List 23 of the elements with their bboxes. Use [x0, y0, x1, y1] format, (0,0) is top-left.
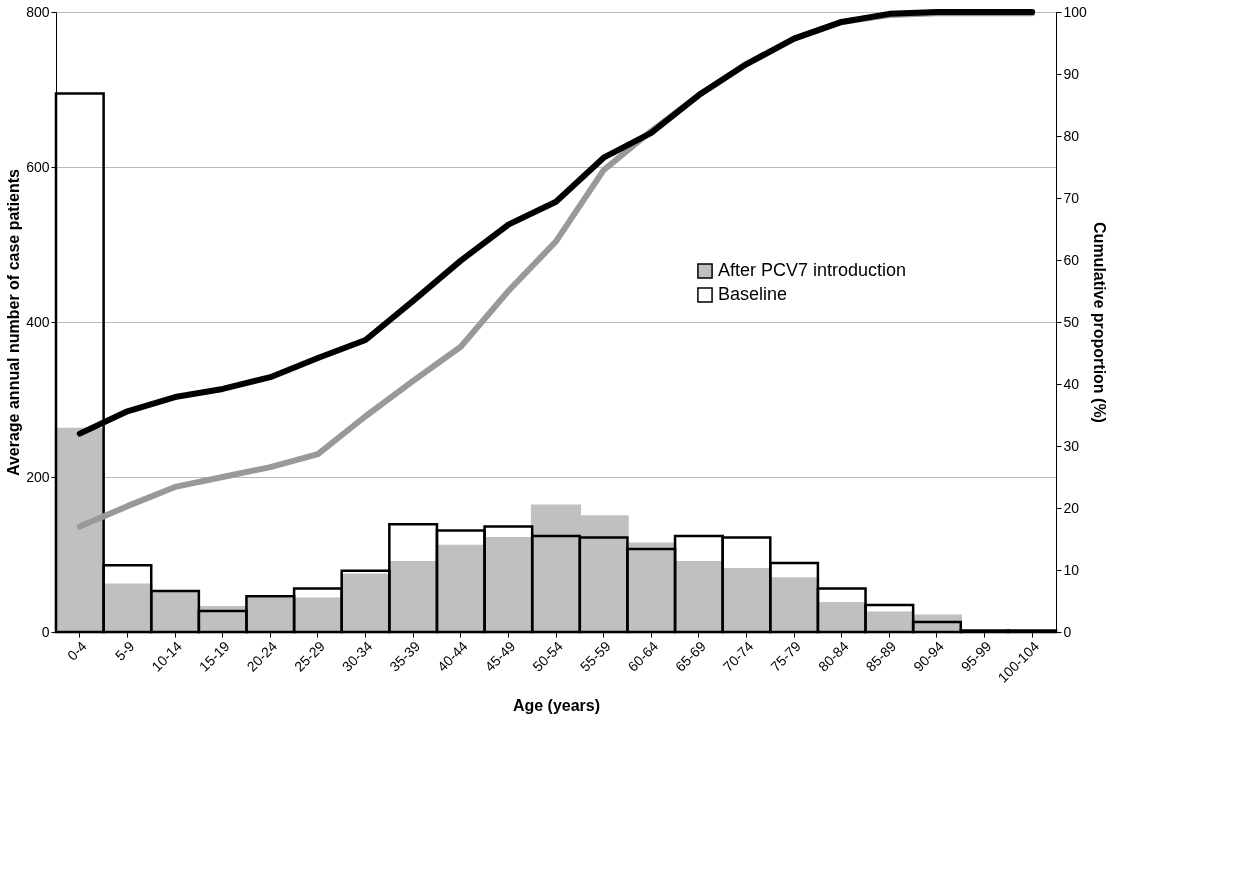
x-tick-label: 5-9 [111, 637, 138, 664]
y2-tick-label: 30 [1063, 437, 1080, 454]
y2-tick-label: 0 [1063, 623, 1072, 640]
y2-tick-label: 40 [1063, 375, 1080, 392]
y2-axis-title: Cumulative proportion (%) [1090, 222, 1108, 423]
x-axis-title: Age (years) [512, 696, 601, 714]
legend-label: Baseline [718, 284, 788, 304]
y-tick-label: 600 [26, 158, 50, 175]
y-tick-label: 0 [41, 623, 50, 640]
y-tick-label: 800 [26, 3, 50, 20]
y2-tick-label: 60 [1063, 251, 1080, 268]
y-tick-label: 200 [26, 468, 50, 485]
y2-tick-label: 50 [1063, 313, 1080, 330]
x-tick-label: 0-4 [64, 637, 90, 664]
legend-label: After PCV7 introduction [718, 260, 907, 280]
y-axis-title: Average annual number of case patients [5, 168, 23, 477]
y2-tick-label: 10 [1063, 561, 1080, 578]
y2-tick-label: 90 [1063, 65, 1080, 82]
y2-tick-label: 100 [1063, 3, 1088, 20]
y-tick-label: 400 [26, 313, 50, 330]
y2-tick-label: 20 [1063, 499, 1080, 516]
y2-tick-label: 80 [1063, 127, 1080, 144]
y2-tick-label: 70 [1063, 189, 1080, 206]
